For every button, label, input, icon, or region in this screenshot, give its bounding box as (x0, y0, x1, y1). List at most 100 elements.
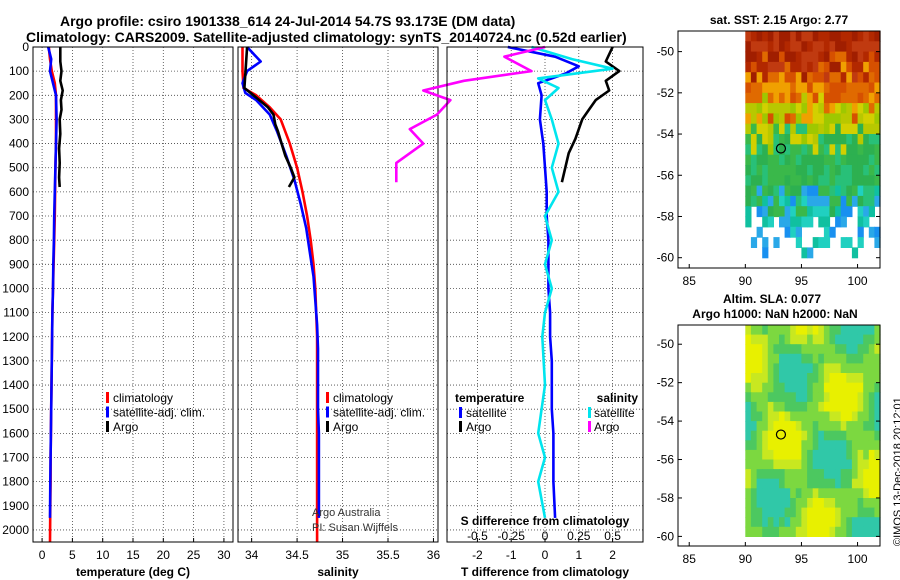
map-cell (779, 123, 786, 135)
map-cell (790, 51, 797, 63)
map-cell (846, 392, 853, 403)
map-cell (779, 175, 786, 187)
map-cell (829, 226, 836, 238)
map-cell (750, 325, 758, 336)
map-cell (773, 421, 780, 432)
map-cell (756, 353, 763, 364)
map-cell (823, 488, 831, 499)
map-cell (829, 469, 836, 480)
map-cell (835, 459, 842, 470)
map-cell (857, 195, 864, 207)
map-cell (812, 103, 819, 114)
map-cell (874, 469, 881, 480)
map-cell (829, 459, 836, 470)
map-y-tick-label: -52 (657, 376, 675, 390)
map-cell (773, 469, 780, 480)
map-cell (756, 363, 763, 374)
map-cell (762, 507, 769, 518)
map-cell (840, 449, 847, 461)
map-cell (823, 411, 831, 422)
map-cell (750, 61, 758, 73)
map-cell (790, 469, 797, 480)
map-cell (795, 392, 802, 403)
map-cell (874, 507, 881, 518)
map-cell (767, 517, 774, 528)
map-cell (851, 430, 859, 441)
map-cell (863, 517, 870, 528)
map-cell (846, 31, 853, 42)
map-cell (750, 498, 758, 509)
map-cell (851, 113, 859, 125)
map-cell (767, 344, 774, 355)
map-cell (868, 165, 875, 176)
map-cell (795, 175, 802, 187)
map-cell (868, 175, 875, 187)
map-cell (863, 392, 870, 403)
map-cell (857, 449, 864, 461)
map-cell (812, 507, 819, 518)
map-cell (756, 175, 763, 187)
map-x-tick-label: 100 (848, 274, 868, 288)
x-tick-label: 10 (96, 548, 110, 562)
map-cell (818, 185, 825, 197)
map-cell (812, 344, 819, 355)
map-cell (823, 61, 831, 73)
map-cell (840, 92, 847, 104)
map-cell (745, 82, 752, 94)
map-cell (784, 526, 791, 537)
map-cell (835, 154, 842, 166)
map-cell (846, 430, 853, 441)
map-cell (790, 154, 797, 166)
map-cell (779, 373, 786, 384)
map-cell (823, 421, 831, 432)
map-cell (851, 517, 859, 528)
map-cell (773, 382, 780, 393)
map-cell (863, 51, 870, 63)
map-cell (779, 449, 786, 461)
map-cell (790, 226, 797, 238)
map-cell (812, 51, 819, 63)
map-cell (784, 123, 791, 135)
map-cell (863, 134, 870, 145)
map-cell (868, 430, 875, 441)
y-tick-label: 400 (9, 137, 29, 151)
map-cell (874, 449, 881, 461)
map-cell (773, 517, 780, 528)
map-cell (801, 440, 808, 451)
map-cell (784, 41, 791, 53)
map-cell (790, 165, 797, 176)
map-cell (790, 344, 797, 355)
map-cell (840, 526, 847, 537)
map-cell (762, 498, 769, 509)
map-cell (868, 31, 875, 42)
map-cell (801, 334, 808, 345)
map-cell (807, 206, 814, 218)
map-cell (874, 459, 881, 470)
map-cell (750, 382, 758, 393)
map-cell (868, 449, 875, 461)
map-cell (745, 92, 752, 104)
map-cell (779, 165, 786, 176)
map-frame (677, 30, 881, 269)
map-cell (812, 206, 819, 218)
map-cell (773, 72, 780, 84)
map-cell (829, 185, 836, 197)
map-cell (779, 469, 786, 480)
map-cell (779, 31, 786, 42)
map-cell (762, 392, 769, 403)
map-cell (750, 82, 758, 94)
map-cell (790, 72, 797, 84)
map-cell (874, 51, 881, 63)
map-cell (767, 185, 774, 197)
annotation-text: PI: Susan Wijffels (312, 522, 398, 534)
map-cell (756, 31, 763, 42)
map-cell (801, 113, 808, 125)
map-cell (779, 216, 786, 228)
map-cell (795, 382, 802, 393)
map-cell (807, 498, 814, 509)
map-cell (779, 440, 786, 451)
map-cell (767, 134, 774, 145)
map-cell (773, 41, 780, 53)
map-cell (750, 51, 758, 63)
map-cell (762, 31, 769, 42)
